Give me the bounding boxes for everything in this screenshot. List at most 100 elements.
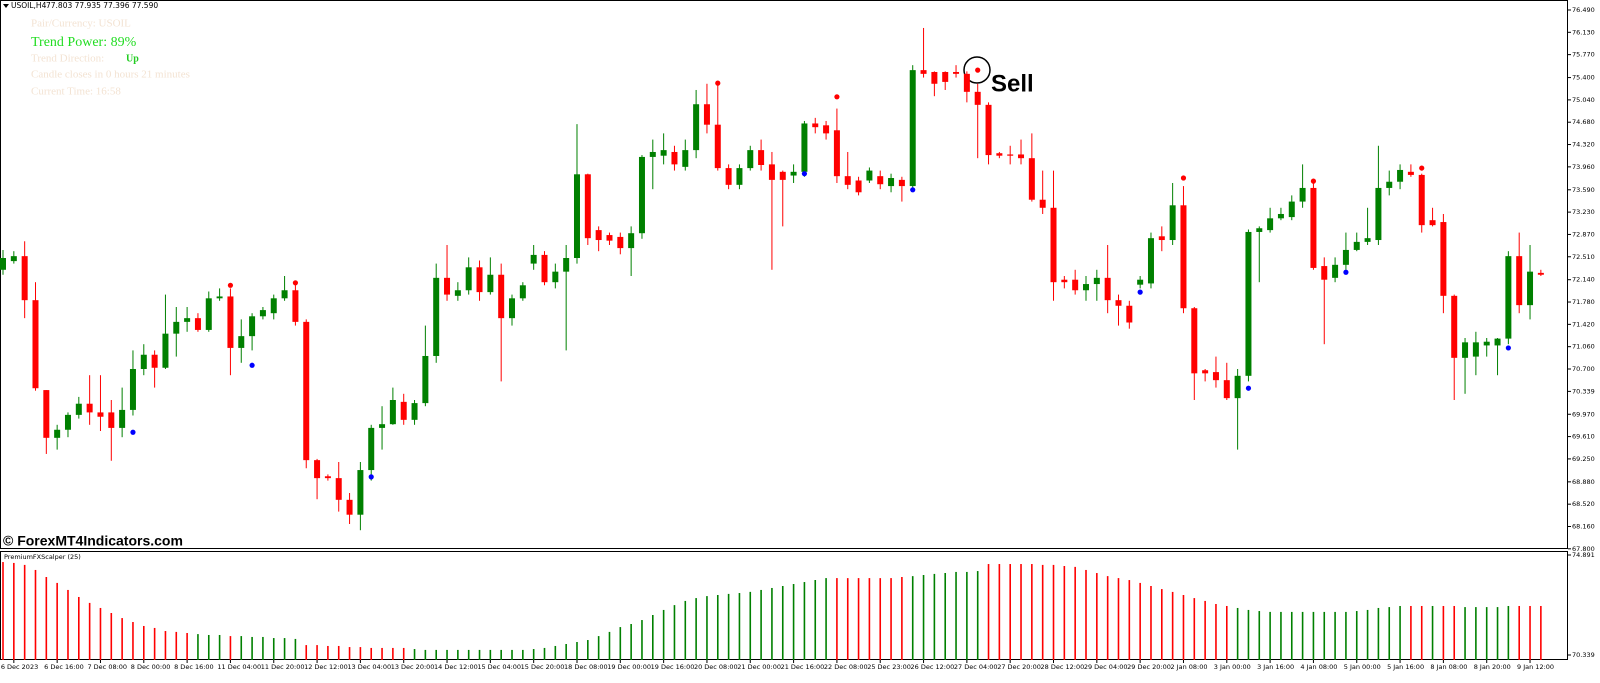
- indicator-title: PremiumFXScalper (25): [4, 553, 81, 561]
- candle-body: [476, 267, 483, 293]
- y-tick-label: 67.800: [1572, 545, 1595, 553]
- y-tick-label: 69.970: [1572, 410, 1595, 418]
- candle-body: [671, 151, 678, 165]
- candle-body: [1397, 169, 1404, 182]
- y-tick-label: 74.891: [1572, 551, 1595, 559]
- candle-body: [1310, 187, 1317, 268]
- candle-body: [1386, 181, 1393, 188]
- x-tick-label: 25 Dec 23:00: [867, 663, 911, 671]
- sell-signal: [292, 280, 299, 286]
- candle-body: [1407, 171, 1414, 175]
- info-pair: Pair/Currency: USOIL: [31, 18, 131, 30]
- x-tick-label: 26 Dec 12:00: [911, 663, 955, 671]
- y-tick-label: 73.230: [1572, 208, 1595, 216]
- sell-signal: [715, 80, 721, 86]
- candle-body: [963, 73, 970, 92]
- candle-body: [530, 254, 537, 264]
- sell-signal: [1310, 178, 1317, 184]
- candle-body: [422, 355, 429, 404]
- buy-signal: [1343, 269, 1349, 275]
- x-tick-label: 8 Dec 16:00: [174, 663, 214, 671]
- buy-signal: [910, 187, 916, 193]
- candle-body: [324, 476, 331, 479]
- y-tick-label: 76.490: [1572, 6, 1595, 14]
- candle-body: [1147, 238, 1154, 284]
- candle-body: [1093, 277, 1100, 285]
- candle-body: [595, 230, 602, 241]
- x-tick-label: 28 Dec 12:00: [1041, 663, 1085, 671]
- candle-body: [1505, 256, 1512, 339]
- buy-signal: [130, 429, 136, 435]
- candle-body: [335, 478, 342, 500]
- candle-body: [693, 104, 700, 151]
- candle-body: [184, 318, 191, 322]
- x-tick-label: 13 Dec 20:00: [391, 663, 435, 671]
- sell-signal: [975, 67, 981, 73]
- candle-body: [1353, 241, 1360, 250]
- candle-body: [1462, 342, 1469, 358]
- candle-body: [1288, 201, 1295, 218]
- candle-body: [888, 178, 895, 187]
- candle-body: [1018, 154, 1025, 159]
- candle-body: [638, 156, 645, 234]
- x-tick-label: 27 Dec 20:00: [997, 663, 1041, 671]
- candle-body: [1039, 199, 1046, 208]
- candle-body: [43, 390, 50, 438]
- candle-body: [21, 256, 28, 301]
- candle-body: [314, 460, 321, 479]
- candle-body: [1537, 272, 1544, 275]
- indicator-panel: [0, 551, 1568, 660]
- candle-body: [1126, 305, 1133, 323]
- y-tick-label: 75.400: [1572, 74, 1595, 82]
- quote: 77.803 77.935 77.396 77.590: [46, 1, 158, 10]
- candle-body: [1050, 207, 1057, 283]
- y-tick-label: 75.770: [1572, 51, 1595, 59]
- sell-signal: [1419, 165, 1425, 171]
- y-tick-label: 71.060: [1572, 343, 1595, 351]
- candle-body: [1321, 266, 1328, 280]
- candle-body: [541, 254, 548, 283]
- candle-body: [552, 271, 559, 283]
- candle-body: [1191, 308, 1198, 374]
- candle-body: [855, 180, 862, 193]
- info-trend-power: Trend Power: 89%: [31, 35, 137, 50]
- candle-body: [270, 298, 277, 314]
- x-tick-label: 2 Jan 08:00: [1170, 663, 1207, 671]
- candle-body: [768, 164, 775, 180]
- candle-body: [129, 368, 136, 410]
- candle-body: [1256, 228, 1263, 232]
- candle-body: [1483, 341, 1490, 346]
- candle-body: [573, 174, 580, 259]
- x-tick-label: 5 Jan 00:00: [1344, 663, 1381, 671]
- candle-body: [400, 401, 407, 420]
- x-tick-label: 27 Dec 04:00: [954, 663, 998, 671]
- candle-body: [1277, 213, 1284, 219]
- x-tick-label: 19 Dec 16:00: [651, 663, 695, 671]
- x-tick-label: 3 Jan 16:00: [1257, 663, 1294, 671]
- candle-body: [909, 70, 916, 187]
- candle-body: [64, 414, 71, 430]
- sell-signal: [1180, 175, 1187, 181]
- x-tick-label: 8 Jan 20:00: [1474, 663, 1511, 671]
- candle-body: [151, 354, 158, 368]
- candle-body: [823, 125, 830, 134]
- candle-body: [357, 470, 364, 515]
- candle-body: [1451, 295, 1458, 358]
- candle-body: [1267, 218, 1274, 231]
- candle-body: [974, 91, 981, 105]
- y-tick-label: 71.420: [1572, 320, 1595, 328]
- candle-body: [1158, 236, 1165, 241]
- x-tick-label: 5 Jan 16:00: [1387, 663, 1424, 671]
- x-tick-label: 9 Jan 12:00: [1517, 663, 1554, 671]
- x-tick-label: 14 Dec 12:00: [434, 663, 478, 671]
- y-tick-label: 68.520: [1572, 500, 1595, 508]
- x-tick-label: 19 Dec 00:00: [607, 663, 651, 671]
- info-direction: Up: [126, 53, 139, 64]
- y-tick-label: 68.880: [1572, 478, 1595, 486]
- candle-body: [259, 310, 266, 317]
- candle-body: [1375, 187, 1382, 241]
- candle-body: [1212, 372, 1219, 381]
- y-tick-label: 76.130: [1572, 28, 1595, 36]
- candle-body: [1245, 231, 1252, 376]
